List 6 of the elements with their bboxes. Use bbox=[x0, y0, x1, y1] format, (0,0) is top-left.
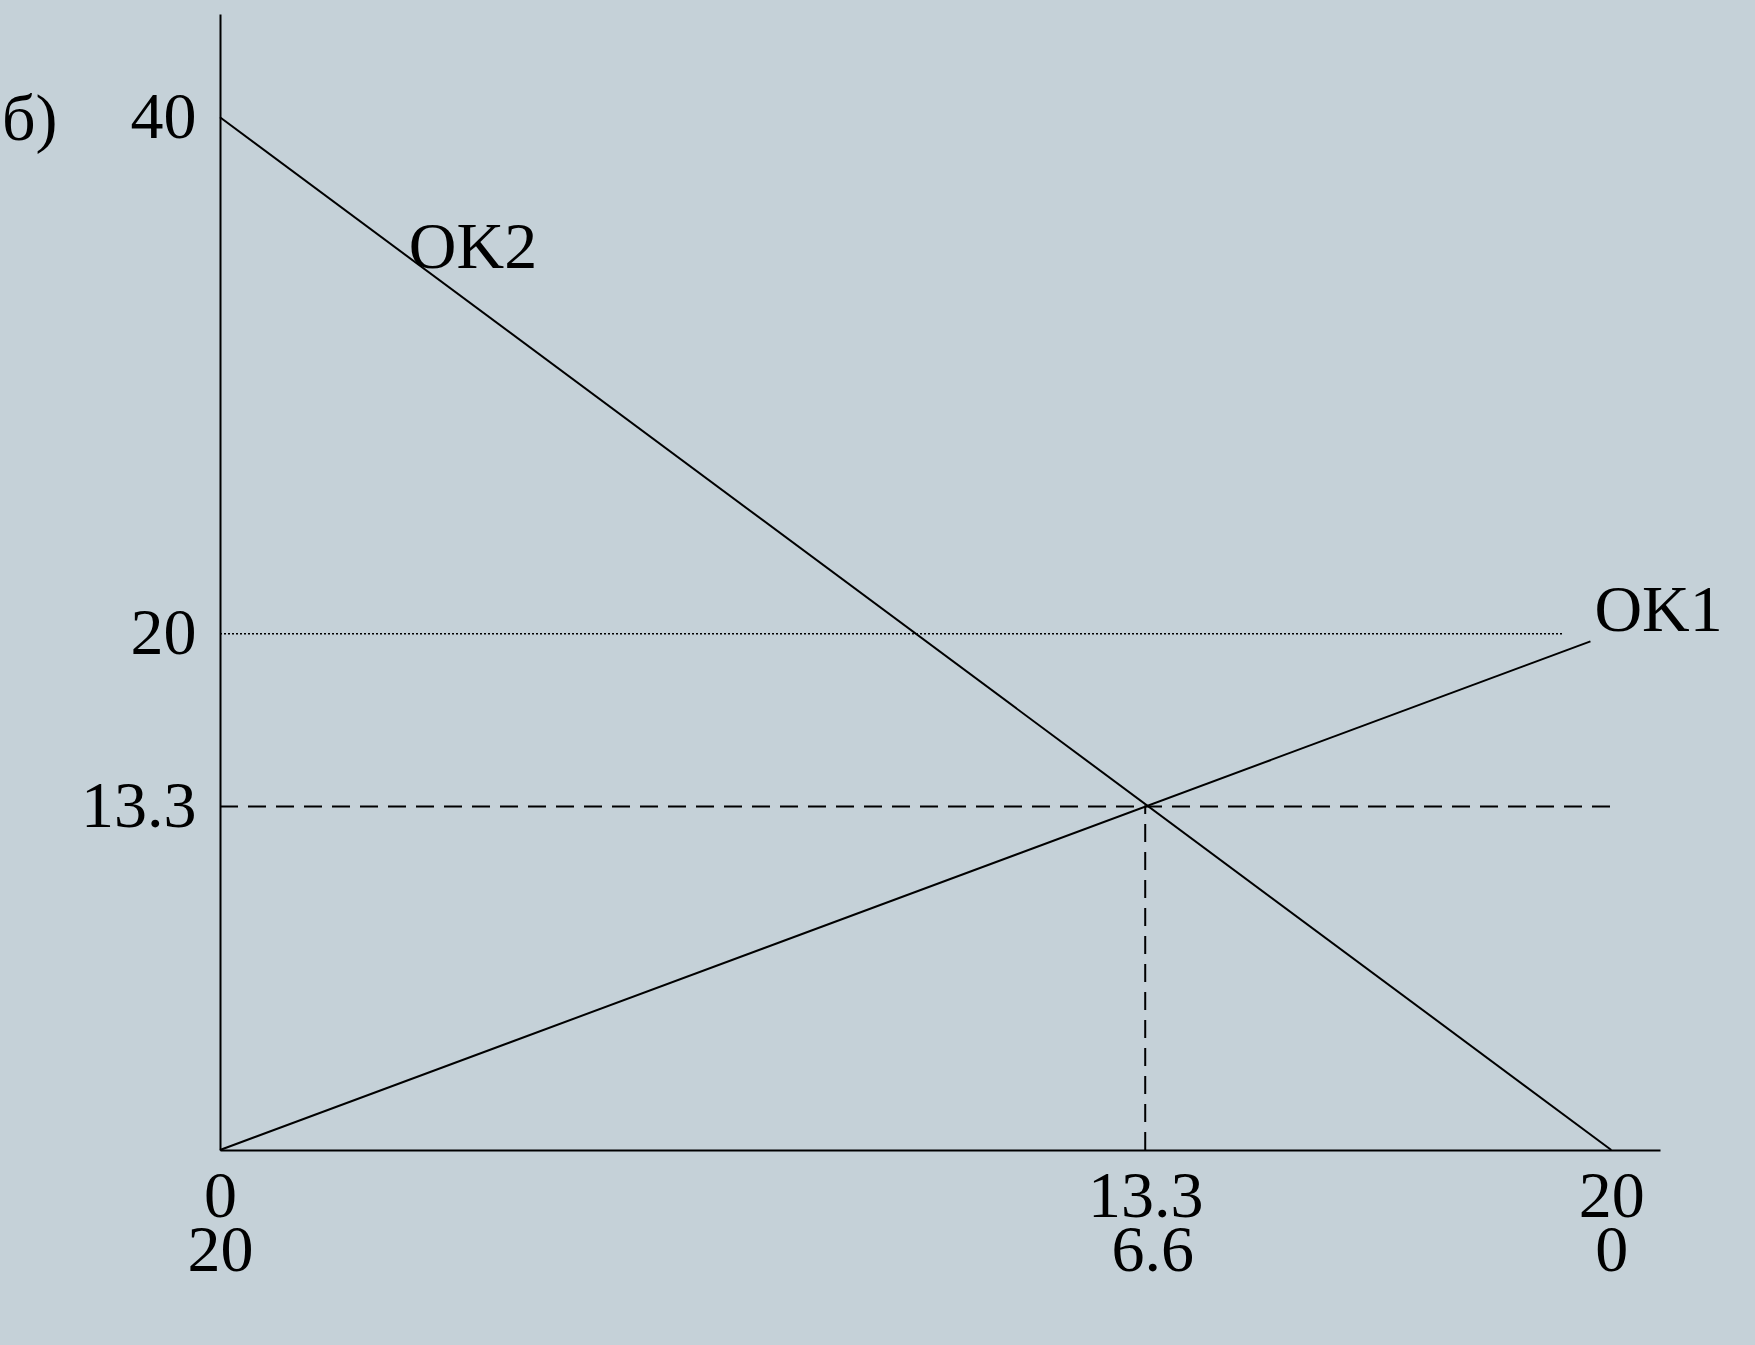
series-label: OK1 bbox=[1594, 572, 1723, 646]
y-tick-label: 40 bbox=[130, 78, 197, 152]
text: б) bbox=[2, 81, 58, 155]
y-tick-label: 13.3 bbox=[81, 768, 197, 842]
series-label: OK2 bbox=[408, 208, 538, 282]
y-tick-label: 20 bbox=[130, 595, 197, 669]
